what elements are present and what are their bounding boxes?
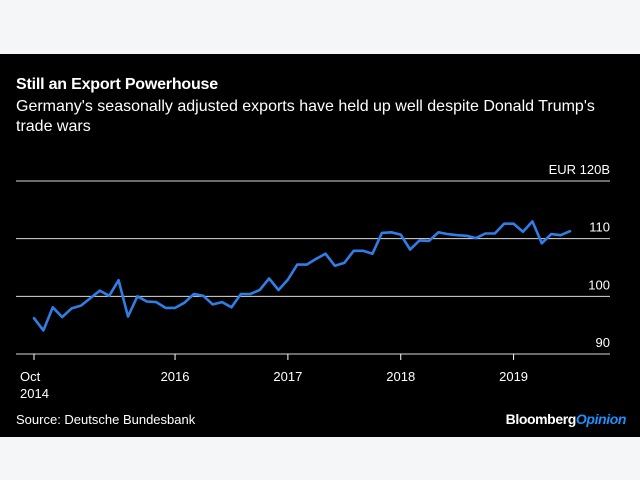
data-point-2018-11 (494, 233, 496, 235)
data-point-2016-04 (203, 295, 205, 297)
brand-logo: BloombergOpinion (506, 411, 626, 427)
data-point-2018-01 (400, 234, 402, 236)
source-note: Source: Deutsche Bundesbank (16, 412, 195, 427)
data-point-2016-11 (268, 278, 270, 280)
x-tick-label-2018-01: 2018 (386, 369, 415, 384)
y-tick-label-110: 110 (589, 220, 610, 235)
data-point-2018-10 (485, 233, 487, 235)
data-point-2018-04 (428, 240, 430, 242)
data-point-2016-06 (221, 301, 223, 303)
x-tick-label-2019-01: 2019 (499, 369, 528, 384)
data-point-2018-02 (409, 249, 411, 251)
x-tick-label-2017-01: 2017 (273, 369, 302, 384)
data-point-2018-09 (475, 237, 477, 239)
data-point-2017-09 (362, 250, 364, 252)
data-point-2017-07 (344, 262, 346, 264)
data-point-2019-03 (532, 221, 534, 223)
data-point-2017-08 (353, 250, 355, 252)
x-tick-labels: Oct 2014 2016 2017 2018 2019 (20, 369, 528, 401)
data-point-2015-12 (165, 307, 167, 309)
data-point-2016-10 (259, 289, 261, 291)
data-point-2016-05 (212, 304, 214, 306)
data-point-2015-11 (155, 301, 157, 303)
data-point-2018-12 (503, 223, 505, 225)
y-tick-label-120: EUR 120B (549, 162, 610, 177)
data-point-2015-07 (118, 279, 120, 281)
data-point-2017-11 (381, 232, 383, 234)
data-point-2017-01 (287, 279, 289, 281)
x-tick-label-2014-10: Oct (20, 369, 41, 384)
data-point-2016-07 (231, 307, 233, 309)
y-tick-labels: 90 100 110 EUR 120B (549, 162, 610, 350)
brand-name: Bloomberg (506, 411, 576, 427)
data-point-2018-05 (438, 232, 440, 234)
data-point-2018-08 (466, 235, 468, 237)
data-point-2019-06 (560, 234, 562, 236)
data-point-2015-05 (99, 290, 101, 292)
data-point-2019-07 (569, 230, 571, 232)
data-point-2014-12 (52, 307, 54, 309)
x-tick-label-2016-01: 2016 (161, 369, 190, 384)
data-point-2017-12 (391, 232, 393, 234)
data-point-2017-06 (334, 265, 336, 267)
data-point-2015-10 (146, 301, 148, 303)
data-point-2017-02 (297, 264, 299, 266)
data-point-2016-03 (193, 293, 195, 295)
data-point-2015-04 (90, 297, 92, 299)
data-point-2015-03 (80, 305, 82, 307)
data-point-2015-08 (127, 316, 129, 318)
data-point-2014-10 (33, 317, 35, 319)
data-point-2015-02 (71, 308, 73, 310)
data-point-2016-08 (240, 293, 242, 295)
data-point-2019-01 (513, 223, 515, 225)
data-point-2018-03 (419, 240, 421, 242)
data-point-2017-03 (306, 264, 308, 266)
y-tick-label-100: 100 (588, 277, 610, 292)
data-point-2018-06 (447, 233, 449, 235)
data-point-2016-01 (174, 307, 176, 309)
brand-suffix: Opinion (576, 411, 626, 427)
x-tick-label-2014-10-line2: 2014 (20, 386, 49, 401)
data-point-2017-04 (315, 258, 317, 260)
grid-layer (16, 181, 610, 360)
data-point-2016-09 (250, 293, 252, 295)
data-point-2019-04 (541, 243, 543, 245)
series-layer (33, 221, 571, 332)
y-tick-label-90: 90 (596, 335, 610, 350)
data-point-2018-07 (456, 234, 458, 236)
data-point-2019-05 (550, 233, 552, 235)
data-point-2016-12 (278, 289, 280, 291)
data-point-2014-11 (43, 330, 45, 332)
series-line-0 (34, 221, 570, 330)
data-point-2015-09 (137, 296, 139, 298)
line-chart: 90 100 110 EUR 120B Oct 2014 2016 2017 2018 2019 (0, 0, 640, 480)
data-point-2017-05 (325, 253, 327, 255)
data-point-2019-02 (522, 231, 524, 233)
data-point-2015-01 (61, 316, 63, 318)
data-point-2017-10 (372, 253, 374, 255)
data-point-2015-06 (108, 295, 110, 297)
data-point-2016-02 (184, 302, 186, 304)
